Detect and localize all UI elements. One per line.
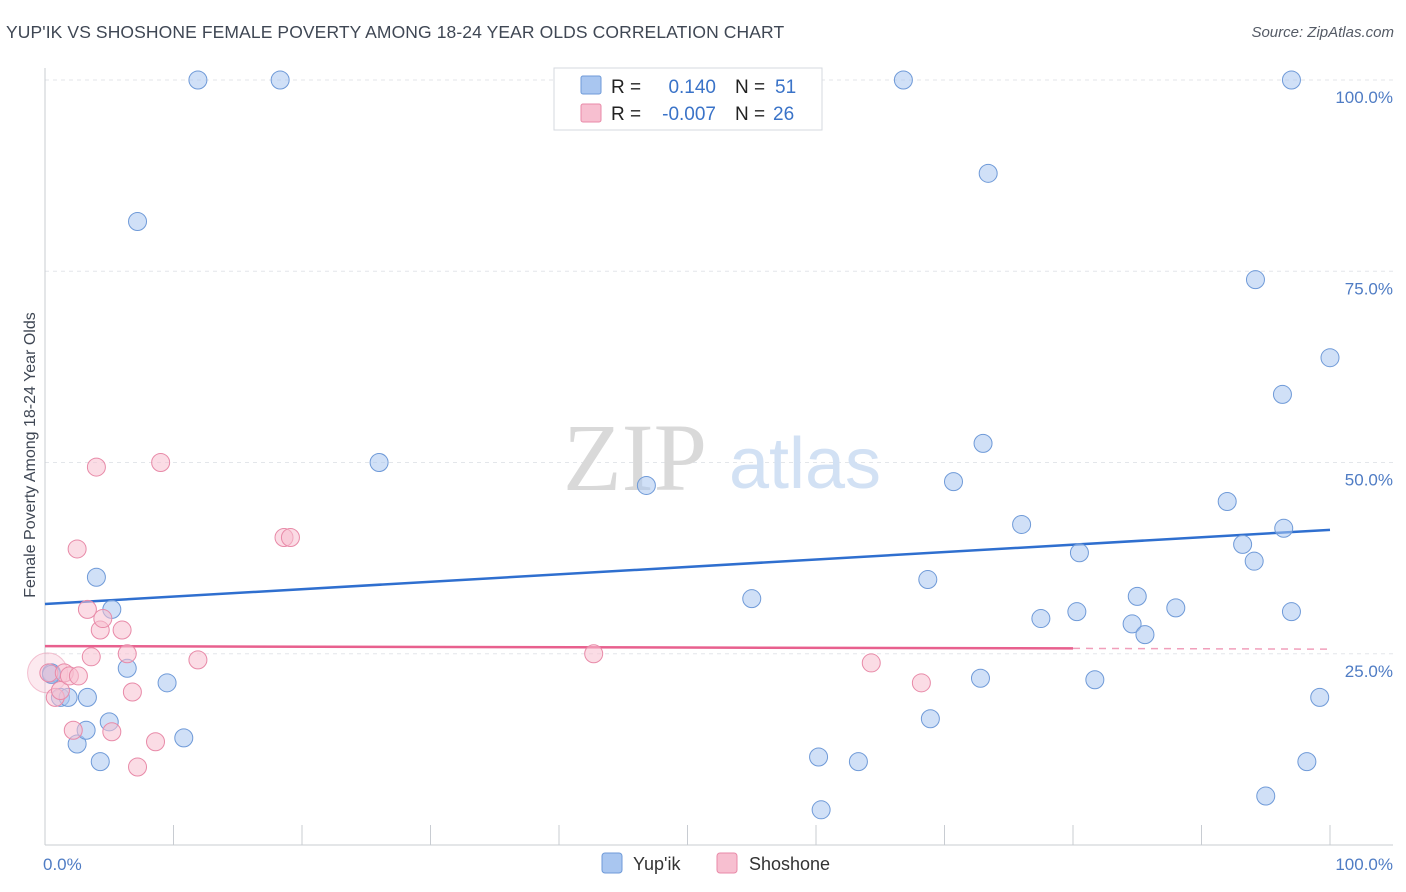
data-point-yupik bbox=[1281, 602, 1301, 622]
data-point-yupik bbox=[1256, 786, 1276, 806]
data-point-yupik bbox=[811, 800, 831, 820]
data-point-yupik bbox=[1244, 551, 1264, 571]
data-point-shoshone bbox=[280, 527, 300, 547]
data-point-shoshone bbox=[81, 647, 101, 667]
data-point-yupik bbox=[1272, 384, 1292, 404]
data-point-yupik bbox=[188, 70, 208, 90]
data-point-yupik bbox=[1233, 534, 1253, 554]
data-point-shoshone bbox=[63, 720, 83, 740]
data-point-yupik bbox=[1281, 70, 1301, 90]
data-point-yupik bbox=[970, 668, 990, 688]
legend-n-label-yupik: N = bbox=[735, 77, 765, 98]
legend-box: R = 0.140 N = 51 R = -0.007 N = 26 bbox=[553, 67, 823, 131]
legend-n-value-yupik: 51 bbox=[775, 77, 796, 98]
legend-swatch-yupik bbox=[580, 75, 602, 95]
bottom-legend-label-shoshone: Shoshone bbox=[749, 854, 830, 874]
data-point-yupik bbox=[1310, 687, 1330, 707]
data-point-yupik bbox=[1085, 670, 1105, 690]
tick-labels: 25.0% 50.0% 75.0% 100.0% 0.0% 100.0% bbox=[43, 88, 1393, 874]
data-point-yupik bbox=[174, 728, 194, 748]
chart-title: YUP'IK VS SHOSHONE FEMALE POVERTY AMONG … bbox=[6, 22, 785, 42]
data-point-yupik bbox=[1067, 602, 1087, 622]
data-point-shoshone bbox=[67, 539, 87, 559]
legend-n-value-shoshone: 26 bbox=[773, 104, 794, 125]
x-tick-label-min: 0.0% bbox=[43, 855, 82, 874]
y-tick-label: 100.0% bbox=[1335, 88, 1393, 107]
grid-lines bbox=[45, 79, 1395, 655]
data-point-yupik bbox=[920, 709, 940, 729]
data-point-yupik bbox=[943, 472, 963, 492]
axes bbox=[44, 68, 1393, 846]
x-tick-label-max: 100.0% bbox=[1335, 855, 1393, 874]
data-point-yupik bbox=[270, 70, 290, 90]
trend-lines bbox=[44, 528, 1331, 650]
data-point-yupik bbox=[809, 747, 829, 767]
data-point-shoshone bbox=[122, 682, 142, 702]
data-point-yupik bbox=[1135, 625, 1155, 645]
data-point-yupik bbox=[848, 752, 868, 772]
data-point-shoshone bbox=[151, 453, 171, 472]
bottom-legend-swatch-yupik bbox=[601, 852, 623, 874]
data-point-yupik bbox=[893, 70, 913, 90]
data-point-yupik bbox=[636, 475, 656, 495]
legend-r-label-yupik: R = bbox=[611, 77, 641, 98]
legend-r-value-shoshone: -0.007 bbox=[662, 104, 716, 125]
watermark-atlas: atlas bbox=[729, 424, 881, 504]
source-label: Source: ZipAtlas.com bbox=[1251, 24, 1394, 41]
data-point-yupik bbox=[128, 212, 148, 232]
data-point-yupik bbox=[742, 589, 762, 609]
watermark: ZIP atlas bbox=[563, 404, 881, 511]
data-point-shoshone bbox=[188, 650, 208, 670]
data-point-yupik bbox=[1031, 609, 1051, 629]
legend-swatch-shoshone bbox=[580, 103, 602, 123]
data-point-shoshone bbox=[584, 644, 604, 664]
data-point-shoshone bbox=[93, 609, 113, 629]
data-point-yupik bbox=[86, 567, 106, 587]
data-point-yupik bbox=[77, 687, 97, 707]
watermark-zip: ZIP bbox=[563, 404, 707, 511]
data-point-yupik bbox=[369, 453, 389, 472]
data-point-yupik bbox=[157, 673, 177, 693]
data-point-shoshone bbox=[86, 457, 106, 477]
y-tick-label: 50.0% bbox=[1345, 471, 1393, 490]
data-point-shoshone bbox=[77, 599, 97, 619]
data-points bbox=[27, 70, 1340, 820]
data-point-shoshone bbox=[128, 757, 148, 777]
data-point-shoshone bbox=[911, 673, 931, 693]
y-tick-label: 75.0% bbox=[1345, 279, 1393, 298]
data-point-shoshone bbox=[112, 620, 132, 640]
trend-line-shoshone bbox=[44, 644, 1074, 650]
data-point-yupik bbox=[1012, 514, 1032, 534]
data-point-yupik bbox=[90, 752, 110, 772]
data-point-yupik bbox=[1069, 543, 1089, 563]
data-point-shoshone bbox=[861, 653, 881, 673]
trend-line-shoshone-extension bbox=[1072, 647, 1331, 650]
data-point-yupik bbox=[978, 163, 998, 183]
data-point-yupik bbox=[1274, 518, 1294, 538]
data-point-yupik bbox=[973, 433, 993, 453]
legend-r-label-shoshone: R = bbox=[611, 104, 641, 125]
bottom-legend-swatch-shoshone bbox=[716, 852, 738, 874]
data-point-shoshone bbox=[146, 732, 166, 752]
data-point-shoshone bbox=[102, 722, 122, 742]
data-point-yupik bbox=[1320, 348, 1340, 368]
bottom-legend-label-yupik: Yup'ik bbox=[633, 854, 681, 874]
data-point-shoshone bbox=[68, 666, 88, 686]
data-point-yupik bbox=[1122, 614, 1142, 634]
data-point-yupik bbox=[1297, 752, 1317, 772]
bottom-legend: Yup'ik Shoshone bbox=[601, 852, 830, 874]
data-point-yupik bbox=[918, 570, 938, 590]
data-point-yupik bbox=[1127, 586, 1147, 606]
data-point-yupik bbox=[1217, 492, 1237, 512]
data-point-yupik bbox=[1166, 598, 1186, 618]
trend-line-yupik bbox=[44, 528, 1331, 606]
y-tick-label: 25.0% bbox=[1345, 662, 1393, 681]
data-point-yupik bbox=[1245, 270, 1265, 290]
legend-r-value-yupik: 0.140 bbox=[668, 77, 716, 98]
data-point-shoshone bbox=[117, 644, 137, 664]
legend-n-label-shoshone: N = bbox=[735, 104, 765, 125]
